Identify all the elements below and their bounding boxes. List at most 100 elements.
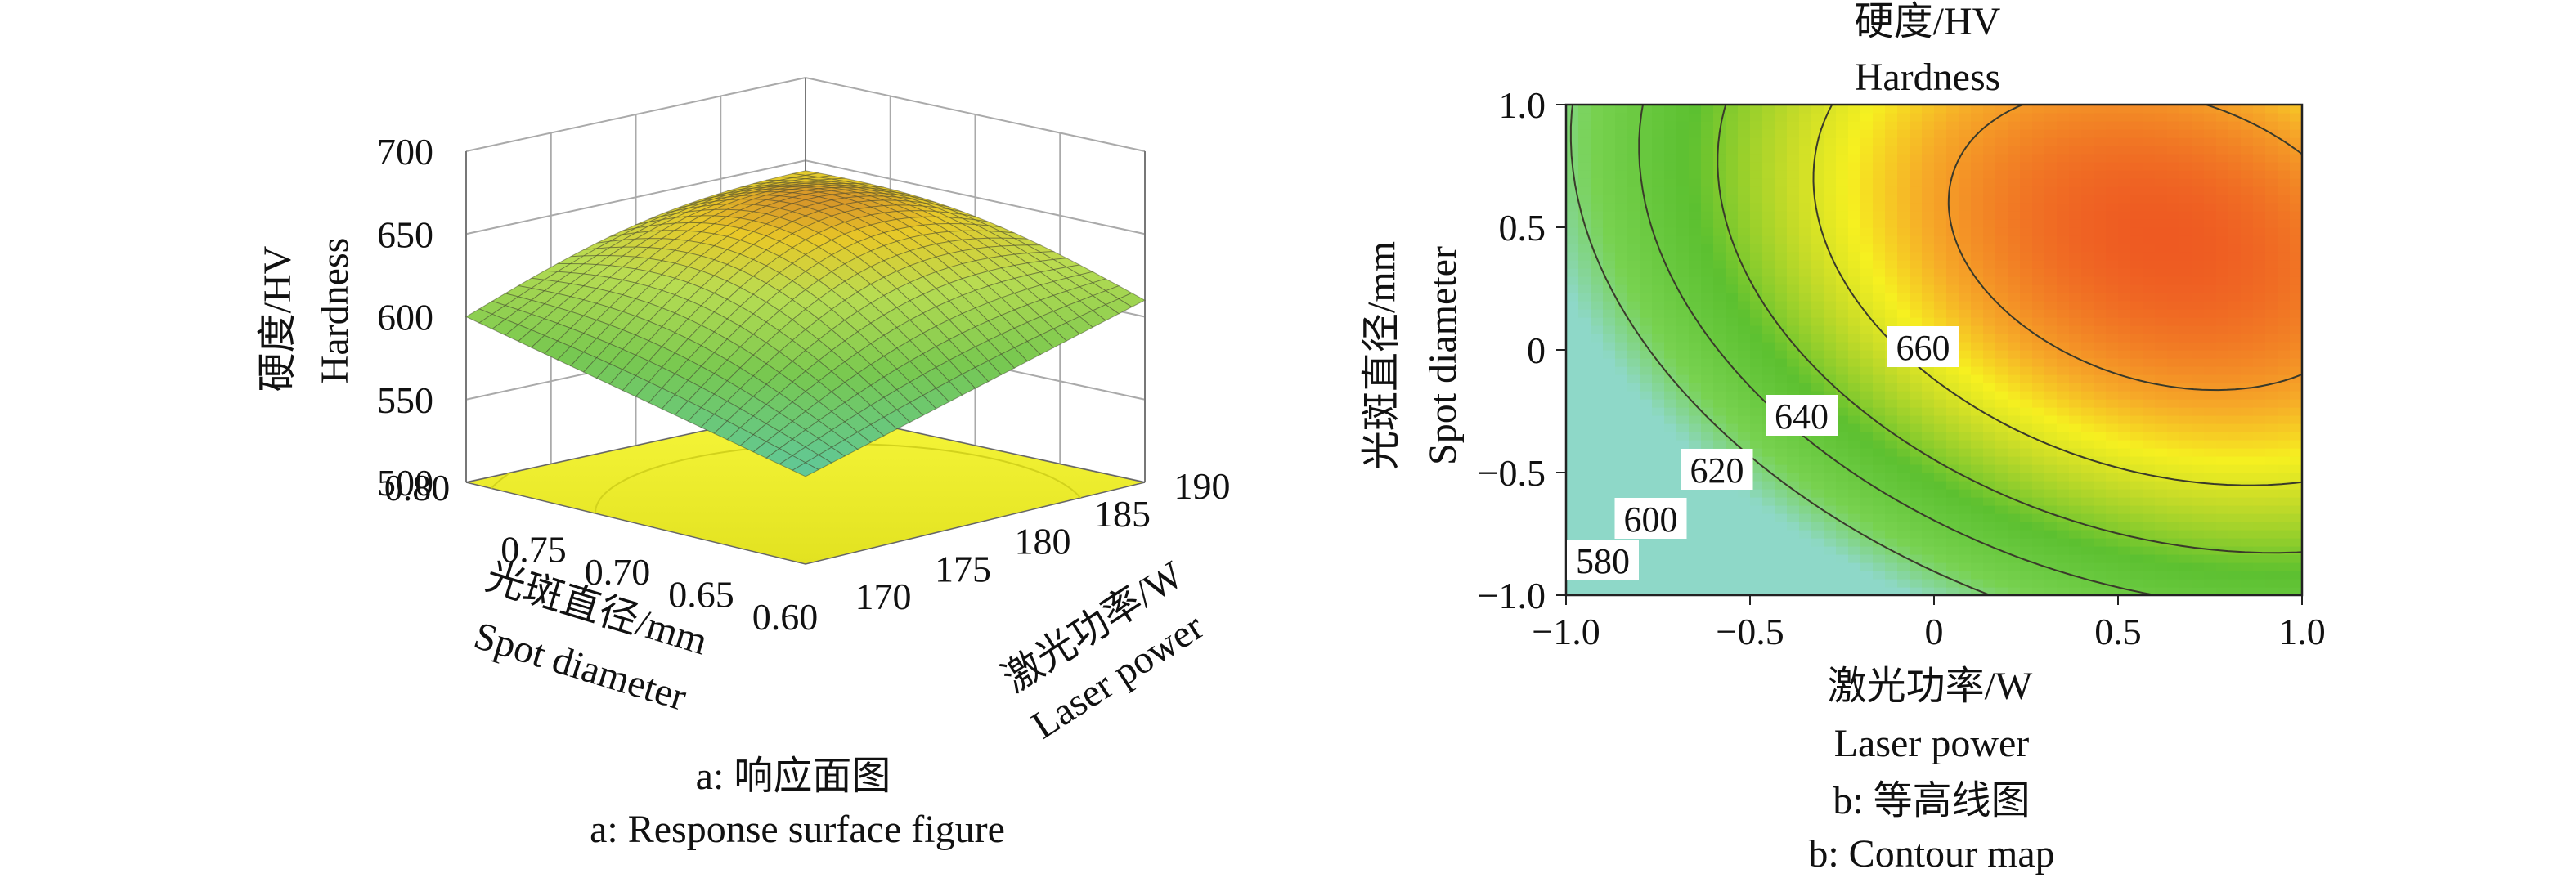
heat-cell (1713, 383, 1726, 392)
heat-cell (2020, 211, 2033, 220)
heat-cell (1676, 129, 1690, 138)
heat-cell (1713, 309, 1726, 318)
heat-cell (2155, 178, 2168, 187)
heat-cell (1762, 350, 1775, 359)
heat-cell (1713, 415, 1726, 424)
laser-power-tick: 180 (1015, 521, 1071, 562)
heat-cell (1701, 129, 1714, 138)
heat-cell (2081, 301, 2094, 310)
heat-cell (2020, 546, 2033, 555)
heat-cell (2265, 301, 2278, 310)
heat-cell (2106, 391, 2119, 400)
heat-cell (2155, 195, 2168, 204)
heat-cell (1959, 358, 1972, 367)
heat-cell (1726, 350, 1739, 359)
heat-cell (2106, 399, 2119, 408)
heat-cell (1995, 113, 2008, 122)
heat-cell (1603, 358, 1616, 367)
heat-cell (2130, 432, 2143, 441)
heat-cell (1995, 186, 2008, 195)
heat-cell (1860, 146, 1874, 155)
heat-cell (2106, 178, 2119, 187)
heat-cell (1640, 383, 1653, 392)
heat-cell (1971, 464, 1984, 473)
heat-cell (1676, 244, 1690, 253)
heat-cell (1750, 342, 1763, 351)
heat-cell (2094, 129, 2107, 138)
heat-cell (1824, 350, 1837, 359)
heat-cell (1775, 513, 1788, 522)
heat-cell (2253, 415, 2266, 424)
heat-cell (2057, 195, 2070, 204)
heat-cell (2081, 186, 2094, 195)
heat-cell (2020, 154, 2033, 163)
heat-cell (1640, 146, 1653, 155)
heat-cell (2253, 244, 2266, 253)
heat-cell (1603, 260, 1616, 269)
heat-cell (2179, 571, 2192, 580)
heat-cell (2020, 579, 2033, 588)
heat-cell (1676, 252, 1690, 261)
heat-cell (1578, 121, 1591, 130)
heat-cell (1897, 170, 1910, 179)
heat-cell (1689, 301, 1702, 310)
heat-cell (1885, 146, 1898, 155)
heat-cell (1750, 505, 1763, 514)
heat-cell (1652, 105, 1665, 114)
heat-cell (1910, 456, 1923, 465)
heat-cell (1726, 301, 1739, 310)
heat-cell (2204, 579, 2217, 588)
heat-cell (1566, 481, 1579, 490)
heat-cell (2228, 301, 2242, 310)
heat-cell (1726, 284, 1739, 293)
heat-cell (1910, 276, 1923, 285)
heat-cell (1848, 374, 1861, 383)
heat-cell (2106, 129, 2119, 138)
heat-cell (2265, 571, 2278, 580)
heat-cell (1811, 448, 1824, 457)
heat-cell (2069, 325, 2082, 334)
heat-cell (1836, 374, 1849, 383)
heat-cell (1860, 522, 1874, 531)
heat-cell (1873, 162, 1886, 171)
heat-cell (1701, 366, 1714, 375)
heat-cell (2216, 113, 2229, 122)
heat-cell (1811, 276, 1824, 285)
heat-cell (1640, 587, 1653, 595)
heat-cell (2020, 260, 2033, 269)
heat-cell (2265, 284, 2278, 293)
heat-cell (2278, 235, 2291, 244)
heat-cell (1897, 423, 1910, 432)
heat-cell (2155, 113, 2168, 122)
heat-cell (1664, 252, 1677, 261)
heat-cell (2020, 383, 2033, 392)
heat-cell (1897, 497, 1910, 506)
heat-cell (2081, 235, 2094, 244)
heat-cell (1934, 252, 1947, 261)
heat-cell (2044, 415, 2058, 424)
heat-cell (1934, 105, 1947, 114)
heat-cell (1775, 579, 1788, 588)
heat-cell (1726, 219, 1739, 228)
heat-cell (1652, 252, 1665, 261)
heat-cell (1664, 235, 1677, 244)
heat-cell (1946, 146, 1959, 155)
heat-cell (2057, 252, 2070, 261)
heat-cell (1750, 391, 1763, 400)
heat-cell (1615, 121, 1628, 130)
heat-cell (1566, 407, 1579, 416)
heat-cell (1566, 522, 1579, 531)
heat-cell (1860, 505, 1874, 514)
heat-cell (2192, 219, 2205, 228)
heat-cell (2057, 137, 2070, 146)
heat-cell (2057, 309, 2070, 318)
heat-cell (1750, 137, 1763, 146)
heat-cell (1603, 366, 1616, 375)
heat-cell (1824, 489, 1837, 498)
heat-cell (1811, 162, 1824, 171)
heat-cell (1811, 538, 1824, 547)
heat-cell (2106, 325, 2119, 334)
heat-cell (2020, 293, 2033, 302)
heat-cell (1811, 113, 1824, 122)
heat-cell (1591, 407, 1604, 416)
